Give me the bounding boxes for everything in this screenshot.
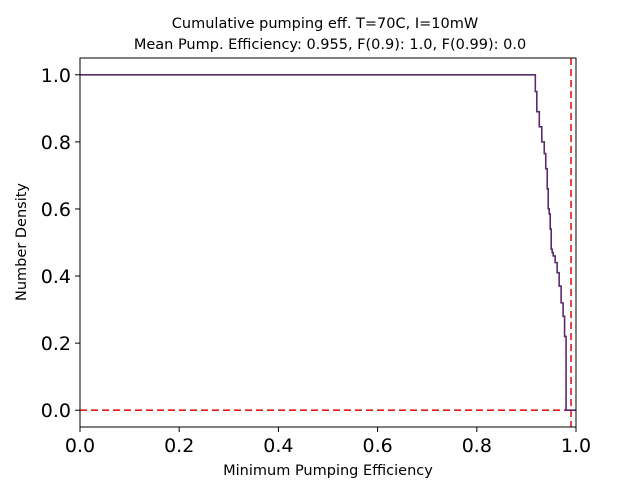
reference-lines	[80, 58, 576, 427]
x-tick-label: 0.4	[263, 435, 293, 457]
x-tick-label: 1.0	[561, 435, 591, 457]
y-tick-label: 0.2	[41, 333, 71, 355]
plot-area	[79, 57, 577, 428]
x-axis-ticks: 0.0 0.2 0.4 0.6 0.8 1.0	[65, 427, 591, 457]
x-tick-label: 0.8	[462, 435, 492, 457]
y-axis-ticks: 0.0 0.2 0.4 0.6 0.8 1.0	[41, 65, 80, 422]
y-tick-label: 0.0	[41, 400, 71, 422]
series-line-0	[80, 73, 576, 412]
y-tick-label: 0.4	[41, 266, 71, 288]
chart-title: Cumulative pumping eff. T=70C, I=10mW	[172, 16, 478, 32]
plot-frame	[79, 57, 577, 428]
x-tick-label: 0.6	[362, 435, 392, 457]
series-layer	[80, 73, 576, 412]
chart-subtitle: Mean Pump. Efficiency: 0.955, F(0.9): 1.…	[134, 37, 526, 53]
x-axis-label: Minimum Pumping Efficiency	[223, 463, 433, 479]
y-tick-label: 0.8	[41, 132, 71, 154]
x-tick-label: 0.0	[65, 435, 95, 457]
x-tick-label: 0.2	[164, 435, 194, 457]
y-axis-label: Number Density	[14, 183, 30, 301]
y-tick-label: 1.0	[41, 65, 71, 87]
y-tick-label: 0.6	[41, 199, 71, 221]
plot-background	[80, 58, 576, 427]
